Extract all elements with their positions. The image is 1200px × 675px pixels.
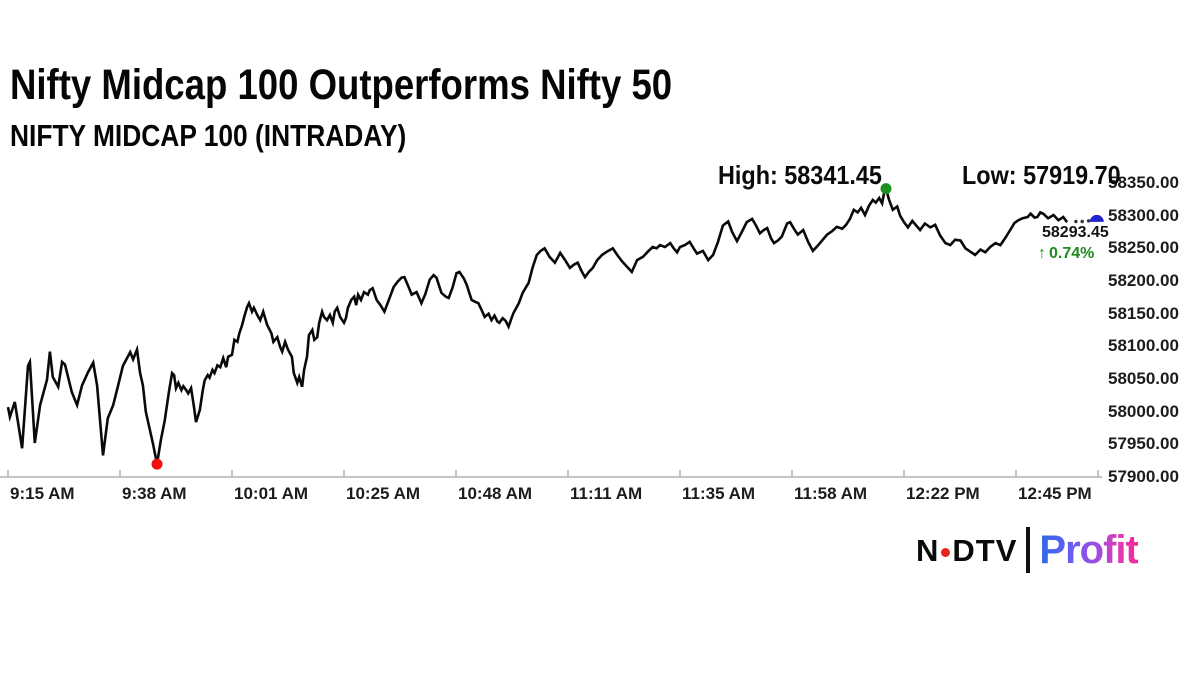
profit-logo-text: Profit [1039, 528, 1138, 572]
x-tick-label: 12:22 PM [906, 484, 980, 503]
chart-subtitle: NIFTY MIDCAP 100 (INTRADAY) [10, 118, 407, 153]
price-line [6, 184, 1069, 465]
y-tick-label: 58100.00 [1108, 336, 1179, 356]
logo-divider [1026, 527, 1031, 573]
low-annotation: Low: 57919.70 [962, 160, 1121, 190]
low-marker-dot [151, 458, 163, 470]
ndtv-letters-dtv: DTV [952, 532, 1018, 568]
y-tick-label: 58350.00 [1108, 173, 1179, 192]
tail-dot [1074, 219, 1078, 224]
y-tick-label: 57900.00 [1108, 467, 1179, 486]
y-tick-label: 58300.00 [1108, 205, 1179, 225]
y-tick-label: 58050.00 [1108, 369, 1179, 388]
x-tick-label: 9:15 AM [10, 484, 75, 503]
x-tick-label: 11:11 AM [570, 484, 643, 503]
y-tick-label: 58000.00 [1108, 401, 1179, 421]
high-annotation: High: 58341.45 [718, 160, 882, 190]
ndtv-red-dot-icon [941, 547, 951, 557]
up-arrow-icon: ↑ [1038, 245, 1046, 262]
y-tick-label: 58200.00 [1108, 271, 1179, 290]
tail-dot [1086, 219, 1091, 223]
x-tick-label: 11:58 AM [794, 484, 868, 503]
y-tick-label: 58250.00 [1108, 238, 1179, 258]
last-marker-dot [1089, 214, 1104, 222]
change-percent-label: ↑ 0.74% [1038, 245, 1094, 263]
ndtv-logo-text: N DTV [916, 535, 1017, 566]
ndtv-profit-logo: N DTV Profit [916, 527, 1139, 573]
last-price-label: 58293.45 [1042, 224, 1109, 241]
x-tick-label: 10:48 AM [458, 484, 533, 503]
ndtv-letter-n: N [916, 532, 940, 568]
high-marker-dot [880, 183, 892, 195]
x-tick-label: 11:35 AM [682, 484, 756, 503]
x-tick-label: 9:38 AM [122, 484, 187, 503]
page-title: Nifty Midcap 100 Outperforms Nifty 50 [10, 61, 673, 109]
y-tick-label: 58150.00 [1108, 303, 1179, 323]
y-tick-label: 57950.00 [1108, 434, 1179, 454]
change-percent-value: 0.74% [1049, 245, 1095, 262]
tail-dot [1080, 219, 1084, 224]
x-tick-label: 12:45 PM [1018, 484, 1092, 503]
x-tick-label: 10:01 AM [234, 484, 309, 503]
x-tick-label: 10:25 AM [346, 484, 421, 503]
